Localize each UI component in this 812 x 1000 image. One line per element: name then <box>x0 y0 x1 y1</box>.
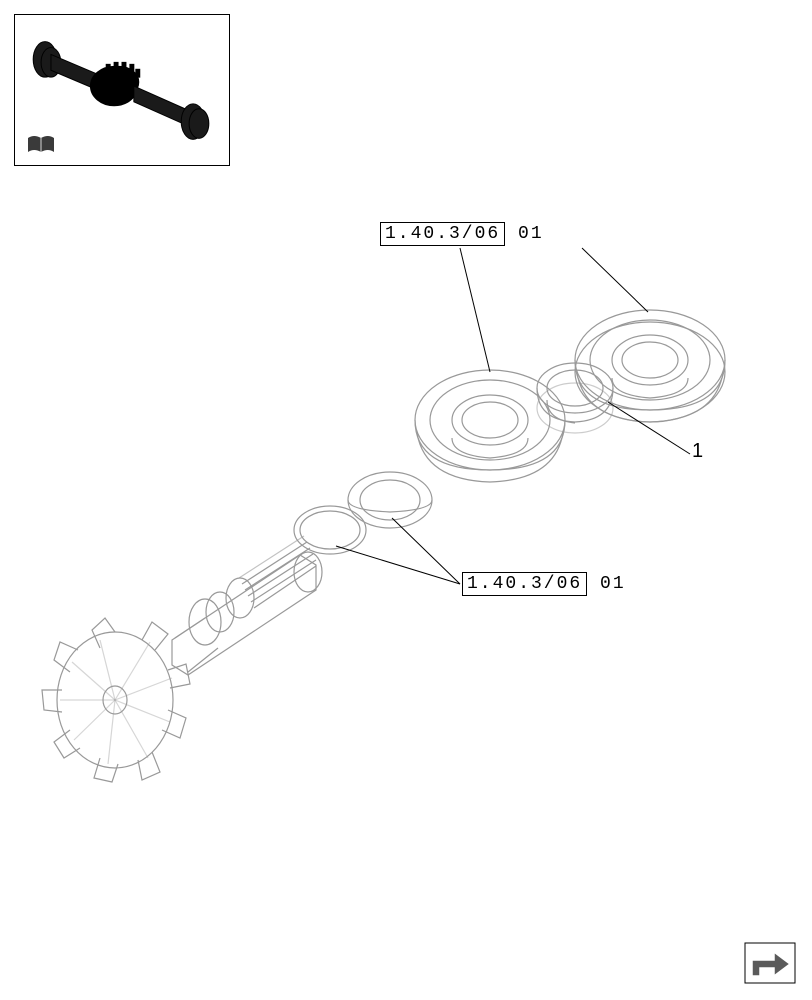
reference-box-mid: 1.40.3/06 <box>462 572 587 596</box>
bearing-rear <box>575 310 725 422</box>
pinion-gear <box>42 618 190 782</box>
exploded-diagram <box>0 0 812 1000</box>
washer-large <box>348 472 432 528</box>
reference-label-top: 1.40.3/06 01 <box>380 222 544 246</box>
part-number-1: 1 <box>692 440 703 463</box>
reference-suffix-mid: 01 <box>587 574 625 594</box>
snap-ring <box>294 506 366 554</box>
reference-box-top: 1.40.3/06 <box>380 222 505 246</box>
reference-label-mid: 1.40.3/06 01 <box>462 572 626 596</box>
leader-lines <box>336 248 690 584</box>
pinion-shaft <box>172 536 322 675</box>
bearing-front <box>415 370 565 482</box>
reference-suffix-top: 01 <box>505 224 543 244</box>
nav-next-icon[interactable] <box>744 942 796 984</box>
